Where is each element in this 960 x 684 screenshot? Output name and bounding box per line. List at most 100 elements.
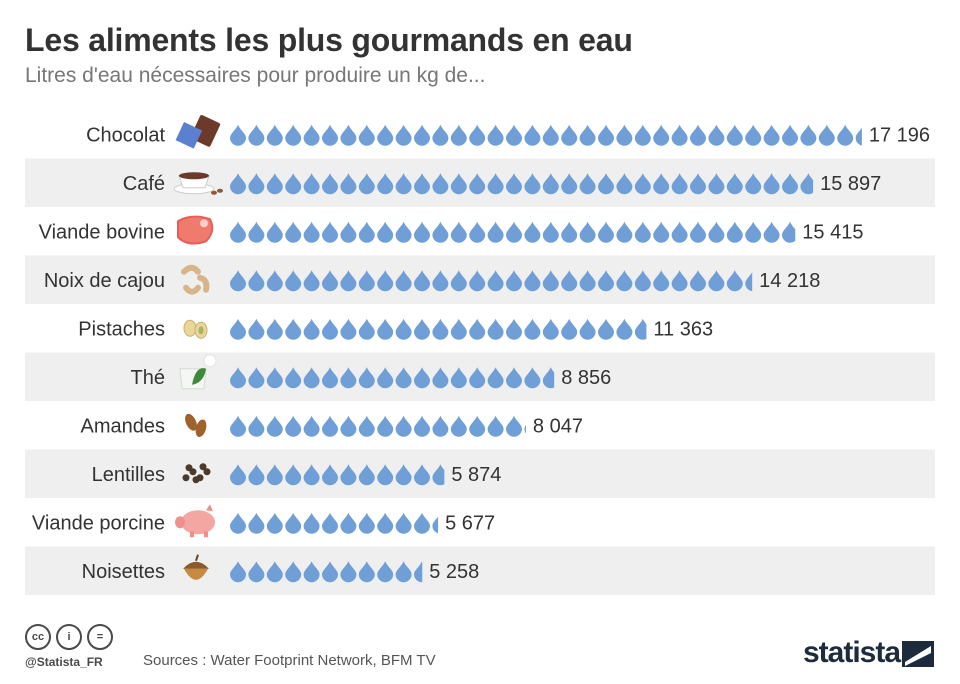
- no-derivatives-icon[interactable]: =: [87, 624, 113, 650]
- water-drop: [303, 221, 320, 243]
- water-drop: [266, 124, 283, 146]
- cashew-icon: [181, 264, 210, 295]
- water-drop-partial: [855, 127, 862, 146]
- coffee-cup-icon: [173, 172, 223, 195]
- water-drop: [340, 464, 357, 486]
- water-drop: [634, 124, 651, 146]
- water-drop: [506, 415, 522, 437]
- water-drop: [266, 561, 283, 583]
- water-drop: [616, 124, 633, 146]
- water-drop: [358, 415, 375, 437]
- water-drop: [542, 270, 559, 292]
- water-drop: [542, 221, 559, 243]
- water-drop: [414, 512, 430, 534]
- water-drop: [230, 512, 246, 534]
- water-drop: [322, 367, 338, 389]
- water-drop: [322, 270, 338, 292]
- almond-icon: [185, 413, 207, 438]
- water-drop: [450, 270, 467, 292]
- water-drop-partial: [745, 272, 753, 292]
- value-label: 8 856: [561, 367, 611, 389]
- water-drop: [469, 124, 486, 146]
- water-drop: [506, 270, 522, 292]
- chart-row: Pistaches 11 363: [78, 318, 713, 340]
- water-drop: [303, 124, 320, 146]
- water-drop: [837, 124, 854, 146]
- water-drop: [248, 318, 265, 340]
- water-drop: [414, 415, 430, 437]
- water-drop: [745, 221, 762, 243]
- water-drop: [450, 173, 467, 195]
- hazelnut-icon: [183, 554, 209, 580]
- water-drop: [450, 318, 467, 340]
- water-drop: [653, 124, 670, 146]
- water-drop: [450, 221, 467, 243]
- water-drop: [395, 124, 412, 146]
- cc-icon[interactable]: cc: [25, 624, 51, 650]
- water-drop: [450, 124, 467, 146]
- water-drop: [303, 464, 320, 486]
- water-drop: [322, 124, 338, 146]
- water-drop: [248, 173, 265, 195]
- water-drop: [266, 318, 283, 340]
- water-drop: [285, 221, 302, 243]
- category-label: Lentilles: [92, 464, 165, 486]
- water-drop: [395, 221, 412, 243]
- water-drop: [303, 270, 320, 292]
- water-drop: [414, 270, 430, 292]
- value-label: 15 415: [802, 221, 863, 243]
- water-drop: [377, 318, 394, 340]
- chart-title: Les aliments les plus gourmands en eau: [25, 22, 633, 58]
- water-drop: [745, 124, 762, 146]
- water-drop: [469, 367, 486, 389]
- category-label: Café: [123, 173, 165, 195]
- water-drop: [303, 561, 320, 583]
- water-drop: [432, 173, 449, 195]
- water-drop: [782, 124, 798, 146]
- water-drop: [616, 173, 633, 195]
- water-drop: [487, 221, 504, 243]
- value-label: 15 897: [820, 173, 881, 195]
- pistachio-icon: [183, 319, 208, 339]
- water-drop: [395, 173, 412, 195]
- water-drop: [726, 221, 743, 243]
- water-drop: [340, 512, 357, 534]
- chart-row: Thé 8 856: [25, 352, 935, 401]
- category-label: Noix de cajou: [44, 270, 165, 292]
- water-drop: [800, 124, 817, 146]
- value-label: 11 363: [653, 318, 713, 340]
- tea-cup-icon: [179, 354, 217, 390]
- water-drop: [377, 367, 394, 389]
- water-drop: [266, 367, 283, 389]
- chart-row: Noisettes 5 258: [25, 546, 935, 595]
- value-label: 5 874: [451, 464, 501, 486]
- statista-logo[interactable]: statista: [803, 636, 901, 669]
- water-drop: [340, 124, 357, 146]
- water-drop: [763, 173, 780, 195]
- water-drop-partial: [542, 367, 555, 389]
- water-drop: [469, 318, 486, 340]
- water-drop: [690, 221, 706, 243]
- water-drop: [708, 173, 725, 195]
- water-drop: [358, 318, 375, 340]
- water-drop: [506, 124, 522, 146]
- attribution-icon[interactable]: i: [56, 624, 82, 650]
- lentils-icon: [182, 463, 211, 484]
- water-drop: [230, 318, 246, 340]
- value-label: 5 677: [445, 512, 495, 534]
- water-drop: [395, 367, 412, 389]
- water-drop: [763, 124, 780, 146]
- chart-row: Chocolat 17 196: [86, 115, 930, 149]
- water-drop: [285, 561, 302, 583]
- statista-handle[interactable]: @Statista_FR: [25, 655, 103, 669]
- water-drop: [395, 318, 412, 340]
- water-drop: [303, 367, 320, 389]
- water-drop: [248, 270, 265, 292]
- chart-row: Café 15 897: [25, 158, 935, 207]
- category-label: Amandes: [81, 415, 166, 437]
- water-drop: [579, 221, 596, 243]
- water-drop: [285, 270, 302, 292]
- water-drop: [230, 464, 246, 486]
- water-drop: [561, 221, 578, 243]
- water-drop: [303, 173, 320, 195]
